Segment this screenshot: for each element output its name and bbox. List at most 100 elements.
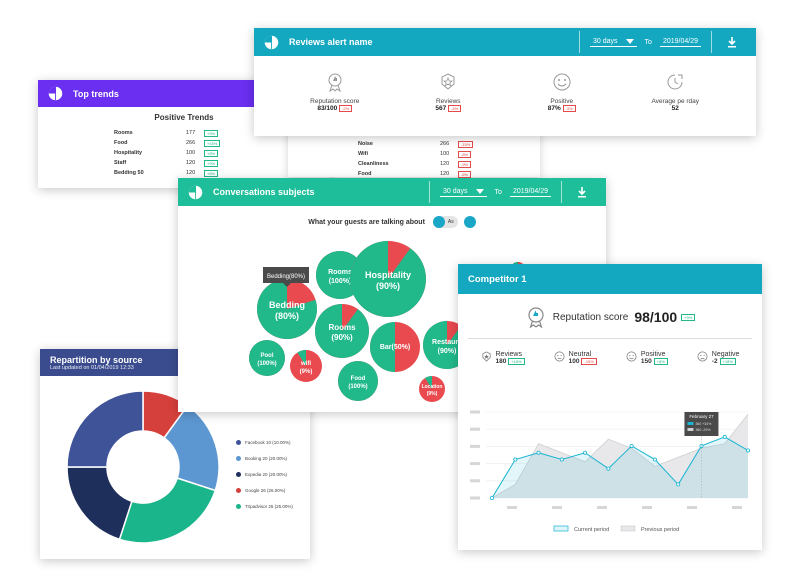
bubble-hospitality[interactable]: Hospitality(90%) [350, 241, 426, 317]
bubble-label: Bedding [269, 300, 305, 310]
award-icon [528, 307, 544, 328]
download-icon[interactable] [576, 186, 588, 198]
bubble-label: Rooms [328, 269, 352, 276]
metric-average: Average pe rday 52 [625, 72, 725, 112]
donut-slice-expedia[interactable] [66, 466, 133, 541]
negative-trends-table: Noise 266 -15% Wifi 100 -8% Cleanliness 120 -9… [358, 139, 474, 179]
bubble-label: Rooms [328, 323, 356, 332]
legend-dot [236, 503, 241, 509]
conversations-header: Conversations subjects 30 days To 2019/0… [178, 178, 606, 206]
trend-badge: +8% [204, 149, 219, 157]
toggle-label: As [447, 219, 454, 225]
legend-swatch-previous [620, 525, 636, 532]
bubble-rooms[interactable]: Rooms(90%) [315, 304, 369, 358]
metric-positive: Positive 150 +8% [626, 351, 668, 365]
bubble-positive-part [350, 241, 426, 317]
x-tick-label [642, 506, 652, 509]
bubble-value: (90%) [331, 333, 353, 342]
current-period-line [491, 436, 749, 499]
date-value: 2019/04/29 [662, 37, 698, 45]
metric-value: 180 [495, 358, 507, 365]
legend-item[interactable]: Expedia 20 (20.00%) [236, 466, 293, 482]
period-select[interactable]: 30 days [590, 38, 637, 47]
tooltip-arrow [283, 283, 291, 287]
y-tick-label [470, 410, 480, 414]
legend-label: Facebook 10 (10.00%) [245, 439, 291, 445]
legend-item[interactable]: Booking 20 (20.00%) [236, 450, 293, 466]
download-icon[interactable] [726, 36, 738, 48]
metric-label: Reputation score [310, 98, 360, 105]
metric-label: Neutral [568, 351, 592, 358]
x-tick-label [687, 506, 697, 509]
y-tick-label [470, 462, 480, 466]
date-input[interactable]: 2019/04/29 [659, 37, 701, 47]
legend-current[interactable]: Current period [574, 527, 609, 533]
rep-badge: +9% [681, 313, 696, 321]
rep-label: Reputation score [552, 311, 629, 323]
bubble-value: (100%) [329, 278, 352, 285]
fullscreen-icon[interactable] [463, 216, 476, 228]
bubble-food[interactable]: Food (100%) [338, 361, 378, 401]
current-point[interactable] [490, 496, 495, 501]
donut-slice-facebook[interactable] [66, 390, 144, 468]
current-point[interactable] [629, 443, 634, 448]
current-point[interactable] [676, 482, 681, 487]
competitor-card: Competitor 1 Reputation score 98/100 +9%… [458, 264, 762, 550]
trend-count: 120 [440, 161, 450, 167]
table-row: Food 120 -6% [358, 169, 473, 179]
bubble-bar[interactable]: Bar(50%) [370, 322, 420, 372]
table-row: Staff 120 +9% [114, 158, 220, 168]
legend-item[interactable]: Tripadvisor 25 (25.00%) [236, 498, 293, 514]
trend-badge: +9% [204, 159, 219, 167]
period-select[interactable]: 30 days [440, 188, 487, 197]
current-point[interactable] [583, 450, 588, 455]
date-value: 2019/04/29 [512, 187, 548, 195]
metric-value: 83/100 [317, 105, 338, 112]
bubble-pool[interactable]: Pool (100%) [249, 340, 285, 376]
trend-badge: -9% [458, 160, 472, 168]
view-toggle[interactable]: As [432, 216, 458, 228]
legend-previous[interactable]: Previous period [641, 527, 679, 533]
donut-legend: Facebook 10 (10.00%) Booking 20 (20.00%)… [236, 434, 293, 514]
date-input[interactable]: 2019/04/29 [509, 187, 551, 197]
current-point[interactable] [745, 448, 750, 453]
trend-count: 266 [440, 141, 450, 147]
current-point[interactable] [722, 434, 727, 439]
metric-value: 52 [671, 105, 679, 112]
tooltip-box [263, 267, 309, 283]
metric-reviews: Reviews 180 +18% [481, 351, 525, 365]
metric-value: 100 [568, 358, 580, 365]
donut-slice-tripadvisor[interactable] [118, 477, 217, 544]
legend-item[interactable]: Google 26 (26.00%) [236, 482, 293, 498]
legend-dot [236, 487, 241, 493]
current-point[interactable] [652, 457, 657, 462]
competitor-reputation: Reputation score 98/100 +9% [458, 306, 762, 328]
metric-negative: Negative -2 +18% [697, 351, 739, 365]
table-row: Bedding 50 120 +6% [114, 168, 220, 178]
current-point[interactable] [606, 466, 611, 471]
conversations-subtitle-row: What your guests are talking about As [178, 216, 606, 228]
trend-count: 120 [440, 171, 450, 177]
bubble-value: (90%) [376, 281, 400, 291]
bubble-wifi[interactable]: wifi (9%) [290, 350, 322, 382]
trend-label: Bedding 50 [114, 170, 144, 176]
table-row: Hospitality 100 +8% [114, 148, 220, 158]
bubble-label: Hospitality [365, 270, 411, 280]
current-point[interactable] [536, 450, 541, 455]
bubble-location[interactable]: Location(9%) [419, 376, 445, 402]
table-row: Rooms 177 +9% [114, 128, 220, 138]
current-point[interactable] [559, 457, 564, 462]
metric-positive: Positive 87% -3% [512, 72, 612, 112]
sad-face-icon [697, 351, 708, 362]
trend-badge: -8% [458, 150, 472, 158]
trend-count: 177 [186, 130, 196, 136]
trend-label: Hospitality [114, 150, 143, 156]
current-point[interactable] [513, 457, 518, 462]
metric-badge: +18% [508, 358, 525, 365]
legend-item[interactable]: Facebook 10 (10.00%) [236, 434, 293, 450]
bubble-bedding[interactable]: Bedding(80%) [257, 279, 317, 339]
smiley-icon [626, 351, 637, 362]
trend-label: Wifi [358, 151, 369, 157]
x-tick-label [732, 506, 742, 509]
bubble-positive-part [297, 350, 306, 366]
